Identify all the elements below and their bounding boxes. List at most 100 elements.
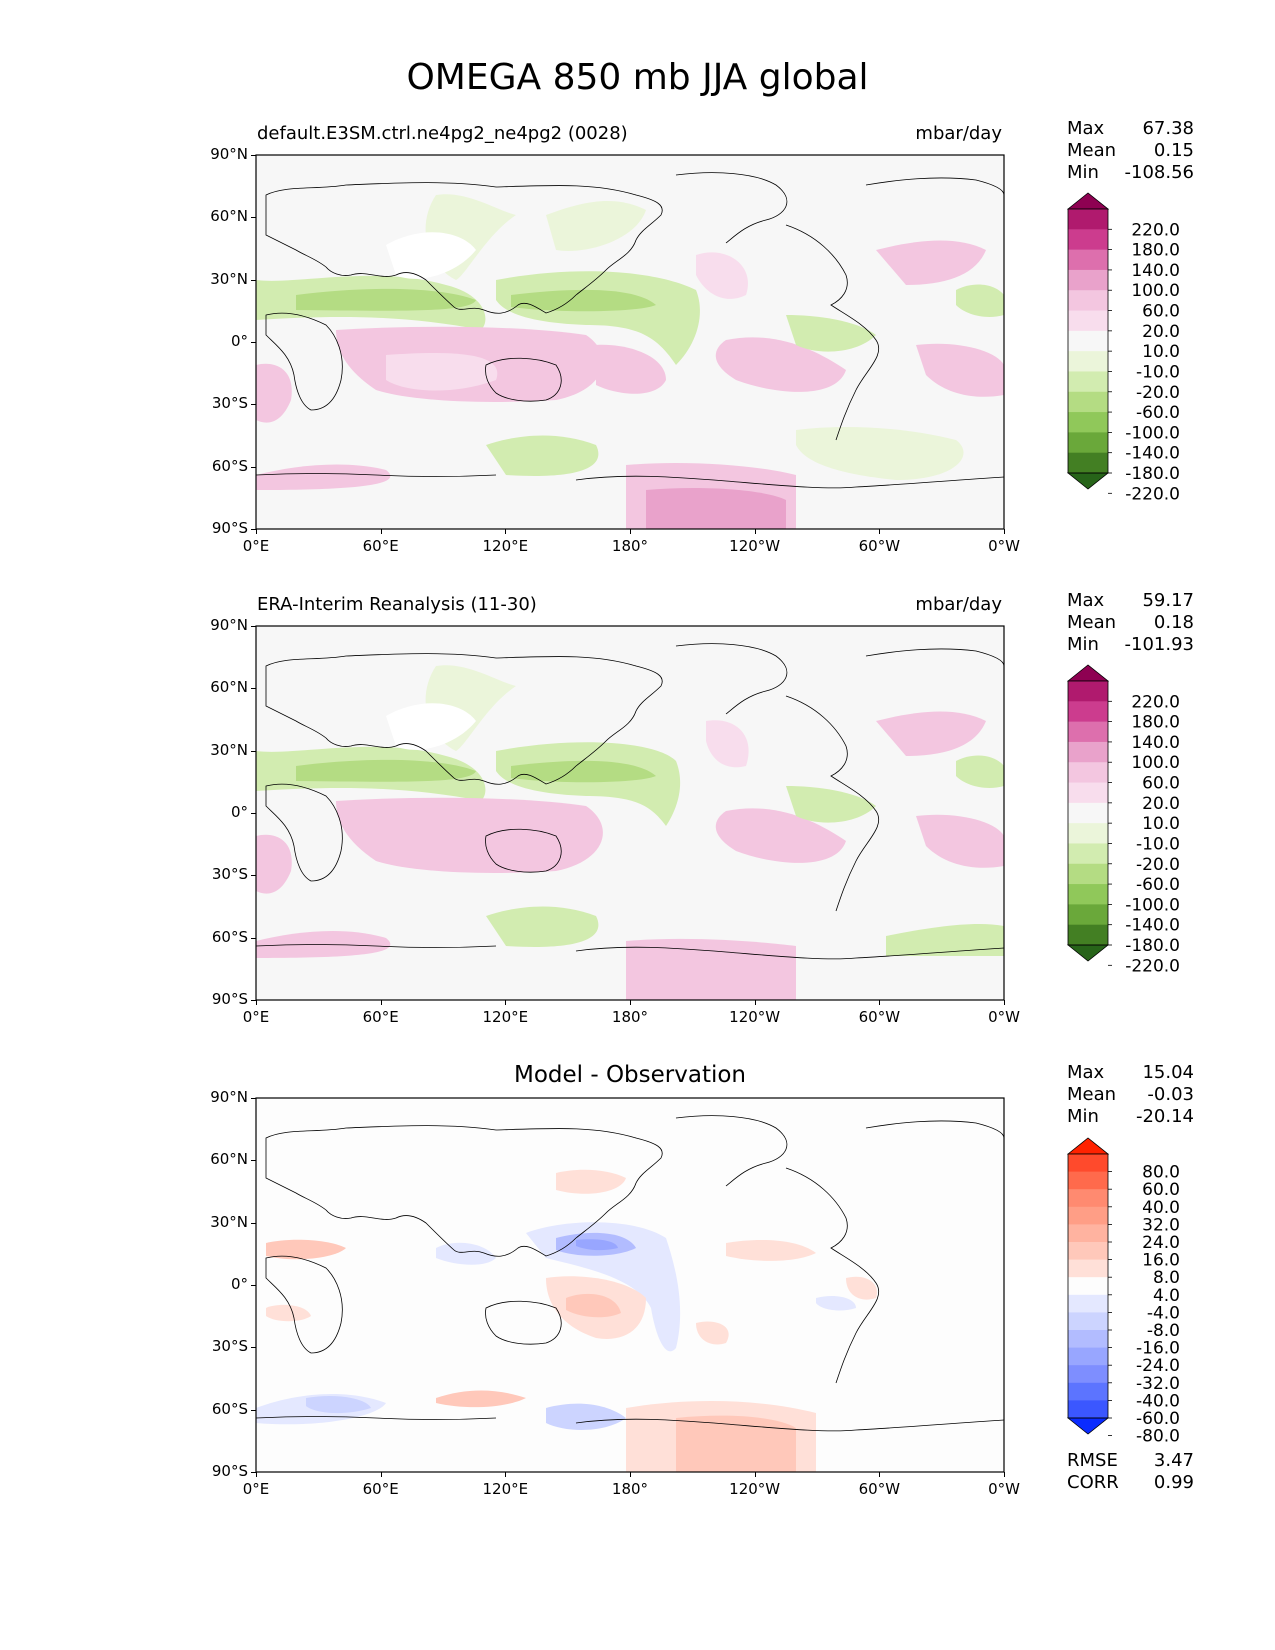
- panel-2-max-label: Max: [1067, 590, 1105, 611]
- panel-1-lat-tick-label: 30°N: [210, 269, 248, 288]
- panel-3-map: [255, 1097, 1005, 1473]
- panel-2-contours: [256, 665, 1004, 1000]
- panel-3-lon-tick: [630, 1472, 631, 1477]
- colorbar-level-label: -10.0: [1136, 834, 1180, 854]
- colorbar-extend-top: [1066, 192, 1110, 210]
- panel-2-lon-tick: [879, 1000, 881, 1005]
- colorbar-level-label: -60.0: [1136, 403, 1180, 423]
- panel-3-lat-tick-label: 90°S: [211, 1462, 248, 1480]
- colorbar-level-label: 32.0: [1142, 1215, 1180, 1235]
- panel-1-lon-tick-label: 180°: [611, 537, 649, 555]
- colorbar-level-label: 220.0: [1131, 692, 1180, 712]
- colorbar-level-label: 8.0: [1153, 1268, 1180, 1288]
- colorbar-level-label: 80.0: [1142, 1163, 1180, 1183]
- panel-3-lat-tick: [251, 1347, 256, 1349]
- panel-1-lat-tick: [251, 529, 256, 530]
- panel-3-lon-tick: [256, 1472, 257, 1477]
- colorbar-segment: [1068, 741, 1108, 763]
- panel-3-lon-tick-label: 60°W: [858, 1480, 901, 1498]
- panel-2-lat-tick-label: 0°: [230, 803, 248, 821]
- panel-3-mean-value: -0.03: [1147, 1084, 1194, 1105]
- colorbar-extend-bottom: [1066, 1417, 1110, 1435]
- colorbar-level-label: -60.0: [1136, 1409, 1180, 1429]
- panel-2-lon-tick: [1004, 1000, 1005, 1005]
- colorbar-level-label: 4.0: [1153, 1286, 1180, 1306]
- colorbar-level-label: -220.0: [1125, 484, 1180, 504]
- colorbar-segment: [1068, 1206, 1108, 1225]
- panel-2-lon-tick-label: 60°E: [362, 1008, 399, 1026]
- colorbar-level-label: 100.0: [1131, 753, 1180, 773]
- colorbar-segment: [1068, 1312, 1108, 1331]
- colorbar-segment: [1068, 681, 1108, 702]
- colorbar-segment: [1068, 863, 1108, 885]
- panel-3-lat-tick: [251, 1098, 256, 1099]
- panel-1-lat-tick-label: 90°N: [210, 145, 248, 163]
- panel-1-title-left: default.E3SM.ctrl.ne4pg2_ne4pg2 (0028): [257, 123, 628, 144]
- panel-3-lon-tick-label: 180°: [611, 1480, 649, 1498]
- panel-1-min-value: -108.56: [1124, 162, 1194, 183]
- panel-1-lat-tick: [251, 342, 256, 343]
- colorbar-level-label: 140.0: [1131, 733, 1180, 753]
- panel-2-lon-tick-label: 0°E: [242, 1008, 270, 1026]
- panel-3-coastlines: [255, 1115, 1005, 1432]
- colorbar-level-label: -60.0: [1136, 875, 1180, 895]
- panel-2-lon-tick: [256, 1000, 257, 1005]
- colorbar-level-label: -180.0: [1125, 464, 1180, 484]
- panel-3-min-label: Min: [1067, 1106, 1099, 1127]
- colorbar-segment: [1068, 412, 1108, 433]
- panel-1-lat-tick-label: 0°: [230, 332, 248, 350]
- colorbar-segment: [1068, 1277, 1108, 1296]
- panel-2-lon-tick-label: 0°W: [988, 1008, 1020, 1026]
- colorbar-segment: [1068, 290, 1108, 312]
- panel-2-min-value: -101.93: [1124, 634, 1194, 655]
- colorbar-segment: [1068, 843, 1108, 865]
- colorbar-level-label: -180.0: [1125, 936, 1180, 956]
- colorbar-level-label: -220.0: [1125, 956, 1180, 976]
- panel-3-max-value: 15.04: [1142, 1062, 1194, 1083]
- colorbar-segment: [1068, 229, 1108, 251]
- colorbar-segment: [1068, 1347, 1108, 1366]
- panel-2-lon-tick-label: 120°W: [729, 1008, 781, 1026]
- panel-2-lat-tick-label: 90°S: [211, 990, 248, 1008]
- panel-3-lat-tick: [251, 1160, 256, 1162]
- panel-3-lon-tick: [1004, 1472, 1005, 1477]
- colorbar-level-label: -80.0: [1136, 1427, 1180, 1447]
- colorbar-segment: [1068, 391, 1108, 413]
- colorbar-level-label: 140.0: [1131, 261, 1180, 281]
- panel-2-lat-tick: [251, 813, 256, 814]
- panel-2-max-value: 59.17: [1142, 590, 1194, 611]
- colorbar-segment: [1068, 701, 1108, 723]
- panel-2-lat-tick-label: 60°N: [210, 678, 248, 697]
- panel-3-lon-tick: [380, 1472, 382, 1477]
- colorbar-segment: [1068, 721, 1108, 743]
- colorbar-level-label: 20.0: [1142, 794, 1180, 814]
- panel-3-mean-label: Mean: [1067, 1084, 1117, 1105]
- colorbar-segment: [1068, 782, 1108, 804]
- panel-1-lon-tick: [256, 529, 257, 534]
- colorbar-level-label: 16.0: [1142, 1251, 1180, 1271]
- panel-1-map: [255, 154, 1005, 530]
- panel-2-lon-tick-label: 180°: [611, 1008, 649, 1026]
- colorbar-level-label: 20.0: [1142, 322, 1180, 342]
- colorbar-level-label: 10.0: [1142, 342, 1180, 362]
- panel-1-lon-tick: [1004, 529, 1005, 534]
- panel-2-lat-tick-label: 30°S: [211, 865, 248, 884]
- panel-1-lon-tick: [505, 529, 507, 534]
- colorbar-level-label: -32.0: [1136, 1374, 1180, 1394]
- colorbar-segment: [1068, 209, 1108, 230]
- panel-1-min-label: Min: [1067, 162, 1099, 183]
- colorbar-level-label: -8.0: [1147, 1321, 1180, 1341]
- colorbar-level-label: -4.0: [1147, 1303, 1180, 1323]
- colorbar-segment: [1068, 1189, 1108, 1208]
- panel-1-lat-tick: [251, 155, 256, 156]
- colorbar-frame: [1067, 1153, 1109, 1419]
- panel-1-lat-tick: [251, 404, 256, 406]
- panel-2-lat-tick: [251, 1000, 256, 1001]
- colorbar-segment: [1068, 1242, 1108, 1261]
- panel-2-mean-value: 0.18: [1153, 612, 1194, 633]
- colorbar-level-label: 10.0: [1142, 814, 1180, 834]
- panel-2-lat-tick-label: 30°N: [210, 740, 248, 759]
- panel-1-lon-tick: [630, 529, 631, 534]
- colorbar-level-label: -40.0: [1136, 1391, 1180, 1411]
- panel-1-lon-tick-label: 120°E: [482, 537, 529, 555]
